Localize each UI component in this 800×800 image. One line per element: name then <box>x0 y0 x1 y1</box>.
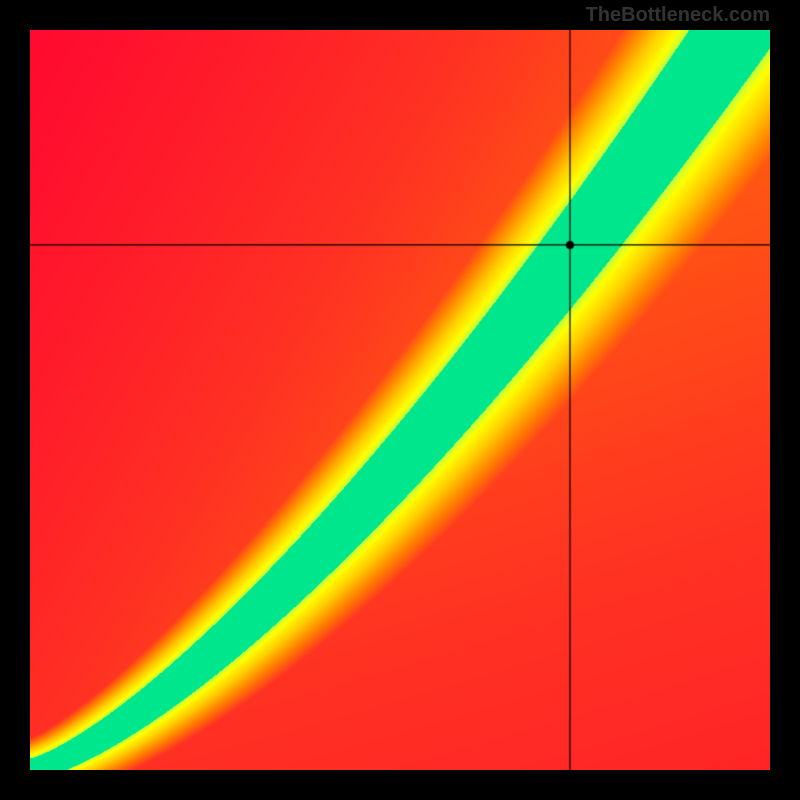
chart-container: TheBottleneck.com <box>0 0 800 800</box>
watermark-text: TheBottleneck.com <box>586 4 770 27</box>
heatmap-canvas <box>30 30 770 770</box>
